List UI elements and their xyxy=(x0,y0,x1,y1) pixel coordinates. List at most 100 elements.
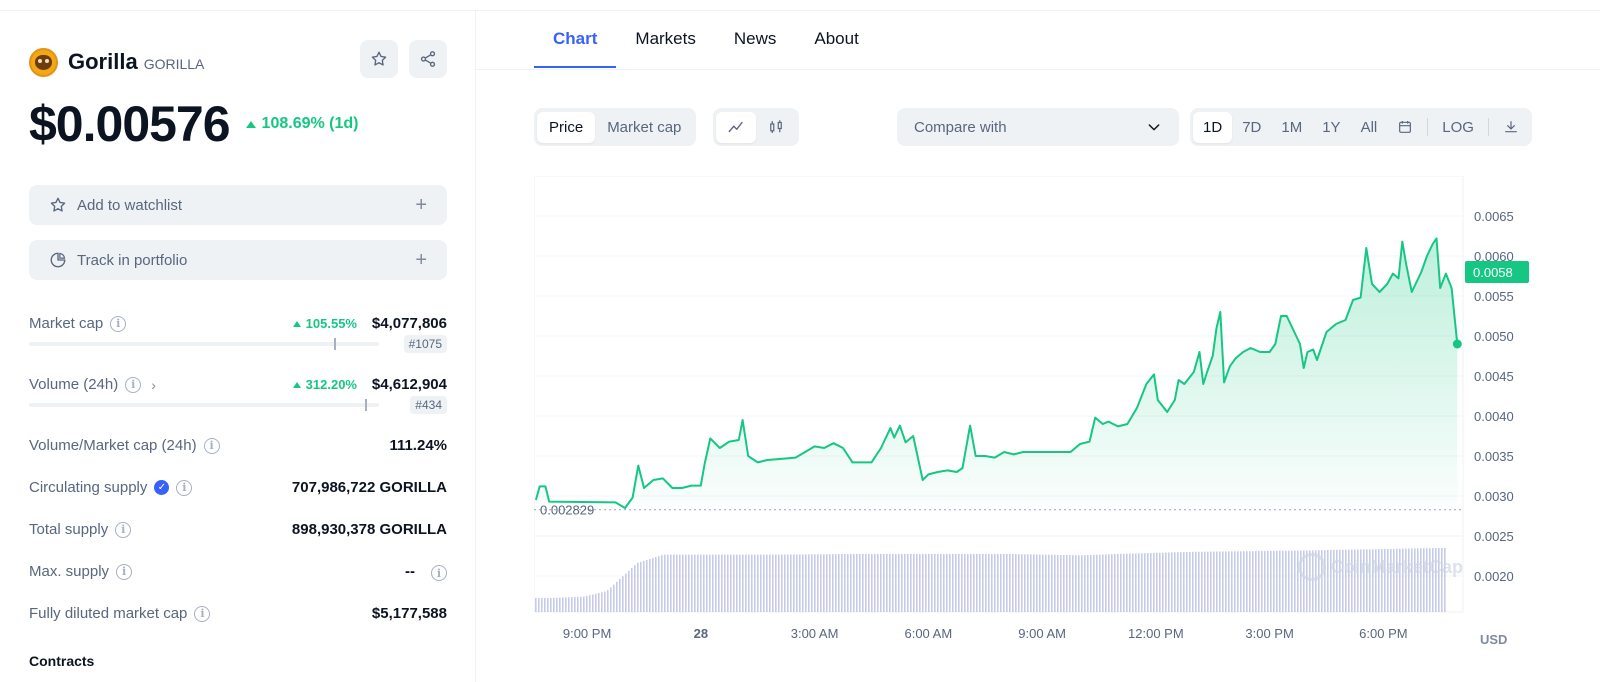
volume-bar xyxy=(1303,550,1305,612)
volume-bar xyxy=(697,554,699,612)
tab-news[interactable]: News xyxy=(733,29,777,48)
price-chart[interactable]: 0.002829 0.0065 0.0060 0.0055 0.0050 0.0045 0… xyxy=(534,176,1600,656)
volume-bar xyxy=(1267,550,1269,612)
volume-bar xyxy=(1258,551,1260,612)
range-1y[interactable]: 1Y xyxy=(1322,118,1341,136)
volume-bar xyxy=(622,576,624,612)
candlestick-icon xyxy=(770,120,782,133)
volume-bar xyxy=(1141,553,1143,612)
stat-label: Fully diluted market cap xyxy=(29,605,188,622)
range-1m[interactable]: 1M xyxy=(1281,118,1303,136)
volume-bar xyxy=(625,573,627,612)
volume-bar xyxy=(1087,555,1089,612)
volume-bar xyxy=(1327,550,1329,612)
volume-bar xyxy=(880,553,882,612)
price-toggle[interactable]: Price xyxy=(537,111,596,143)
info-icon[interactable]: i xyxy=(115,521,132,538)
volume-bar xyxy=(607,590,609,612)
stat-total-supply: Total supply i 898,930,378 GORILLA xyxy=(29,521,447,541)
range-all[interactable]: All xyxy=(1360,118,1378,136)
info-icon[interactable]: i xyxy=(431,565,447,581)
volume-bar xyxy=(1201,551,1203,612)
volume-bar xyxy=(763,554,765,612)
volume-bar xyxy=(841,554,843,612)
y-tick-label: 0.0030 xyxy=(1474,489,1514,504)
market-cap-toggle[interactable]: Market cap xyxy=(607,118,682,136)
volume-bar xyxy=(1366,549,1368,612)
x-tick-label: 12:00 PM xyxy=(1128,626,1184,641)
volume-bar xyxy=(544,598,546,612)
info-icon[interactable]: i xyxy=(110,315,127,332)
volume-bar xyxy=(1123,553,1125,612)
volume-bar xyxy=(655,557,657,612)
line-chart-toggle[interactable] xyxy=(716,111,756,143)
volume-bar xyxy=(1336,549,1338,612)
chevron-right-icon[interactable]: › xyxy=(151,376,156,393)
price-row: $0.00576 108.69% (1d) xyxy=(29,95,358,153)
tab-chart[interactable]: Chart xyxy=(534,30,617,68)
volume-bar xyxy=(1036,554,1038,612)
range-7d[interactable]: 7D xyxy=(1242,118,1262,136)
download-button[interactable] xyxy=(1493,112,1529,143)
volume-bar xyxy=(1102,554,1104,612)
volume-bar xyxy=(541,598,543,612)
volume-bar xyxy=(604,591,606,612)
current-price-badge xyxy=(1465,261,1529,283)
volume-bar xyxy=(913,553,915,612)
volume-bar xyxy=(1060,554,1062,612)
info-icon[interactable]: i xyxy=(125,376,142,393)
x-tick-label: 9:00 PM xyxy=(563,626,611,641)
volume-bar xyxy=(730,554,732,612)
track-in-portfolio-button[interactable]: Track in portfolio + xyxy=(29,240,447,280)
volume-bar xyxy=(556,597,558,612)
range-1d[interactable]: 1D xyxy=(1193,111,1233,143)
volume-bar xyxy=(751,554,753,612)
volume-bar xyxy=(1024,554,1026,612)
volume-bar xyxy=(1402,548,1404,612)
info-icon[interactable]: i xyxy=(203,437,220,454)
volume-bar xyxy=(1075,555,1077,612)
volume-bar xyxy=(1195,551,1197,612)
volume-bar xyxy=(694,554,696,612)
stat-label: Volume/Market cap (24h) xyxy=(29,437,197,454)
pie-chart-icon xyxy=(49,251,67,269)
volume-bar xyxy=(1090,554,1092,612)
x-tick-label: 6:00 AM xyxy=(904,626,952,641)
candlestick-toggle[interactable] xyxy=(756,112,796,143)
date-range-button[interactable] xyxy=(1387,112,1423,143)
volume-bar xyxy=(1231,551,1233,612)
volume-bar xyxy=(1306,550,1308,612)
x-tick-label: 3:00 AM xyxy=(791,626,839,641)
y-tick-label: 0.0025 xyxy=(1474,529,1514,544)
price-change-value: 108.69% (1d) xyxy=(261,115,359,132)
add-to-watchlist-button[interactable]: Add to watchlist + xyxy=(29,185,447,225)
stat-volume-market-cap: Volume/Market cap (24h) i 111.24% xyxy=(29,437,447,457)
favorite-button[interactable] xyxy=(360,40,398,78)
volume-bar xyxy=(685,554,687,612)
volume-bar xyxy=(805,554,807,612)
volume-bar xyxy=(1000,553,1002,612)
volume-bar xyxy=(898,553,900,612)
volume-bar xyxy=(1399,548,1401,612)
log-scale-toggle[interactable]: LOG xyxy=(1442,118,1474,136)
volume-bar xyxy=(637,562,639,612)
tab-markets[interactable]: Markets xyxy=(635,29,696,48)
info-icon[interactable]: i xyxy=(176,479,193,496)
info-icon[interactable]: i xyxy=(116,563,133,580)
price-line xyxy=(534,237,1459,509)
info-icon[interactable]: i xyxy=(194,605,211,622)
tab-about[interactable]: About xyxy=(814,29,859,48)
share-button[interactable] xyxy=(409,40,447,78)
volume-bar xyxy=(1156,552,1158,612)
watchlist-label: Add to watchlist xyxy=(77,196,183,214)
volume-bar xyxy=(988,553,990,612)
volume-bar xyxy=(1426,548,1428,612)
stat-circulating-supply: Circulating supply ✓ i 707,986,722 GORILLA xyxy=(29,479,447,499)
volume-bar xyxy=(757,554,759,612)
y-tick-label: 0.0055 xyxy=(1474,289,1514,304)
compare-with-dropdown[interactable]: Compare with xyxy=(897,108,1179,146)
volume-bar xyxy=(1168,552,1170,612)
volume-bar xyxy=(838,554,840,612)
volume-bar xyxy=(904,553,906,612)
panel-divider xyxy=(475,10,476,682)
